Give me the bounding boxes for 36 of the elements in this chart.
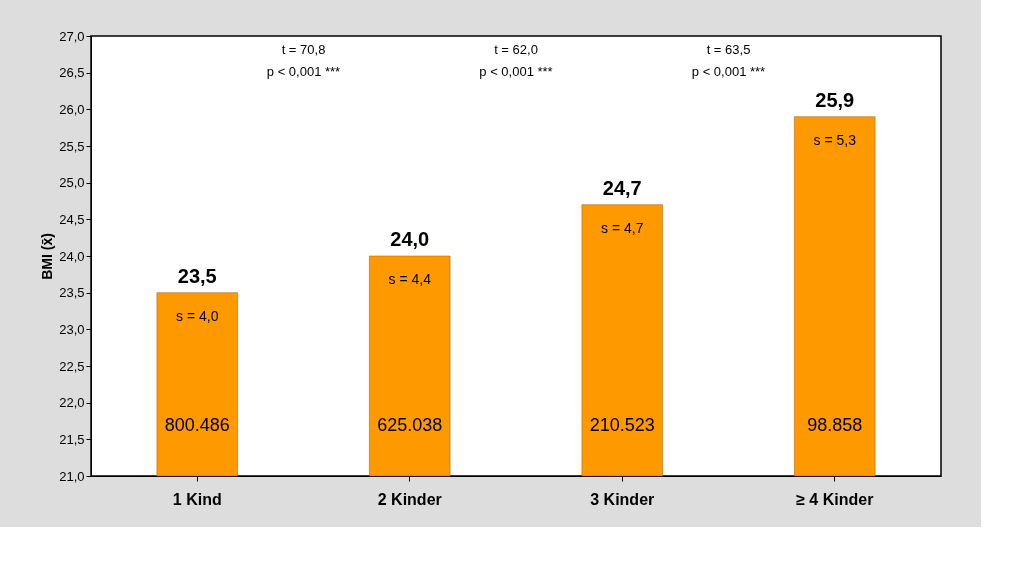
data-label: 25,9 — [815, 88, 855, 111]
annotation: t = 62,0 — [494, 42, 538, 57]
y-tick-label: 21,5 — [59, 431, 85, 447]
y-tick-label: 25,0 — [59, 175, 85, 191]
y-tick-label: 22,0 — [59, 395, 85, 411]
x-tick-label: 3 Kinder — [590, 490, 655, 508]
y-tick-label: 24,0 — [59, 248, 85, 264]
annotation: s = 4,7 — [601, 219, 644, 236]
y-tick-label: 24,5 — [59, 211, 85, 227]
y-tick-label: 21,0 — [59, 468, 85, 484]
annotation: s = 4,4 — [388, 271, 432, 287]
annotation: t = 70,8 — [281, 42, 326, 57]
annotation: s = 4,0 — [176, 307, 219, 324]
y-tick-label: 26,0 — [59, 101, 85, 117]
data-label: 23,5 — [177, 264, 217, 287]
annotation: 98.858 — [807, 415, 863, 435]
y-axis-title: BMI (x̄) — [39, 233, 56, 280]
annotation: p < 0,001 *** — [691, 64, 766, 79]
x-tick-label: ≥ 4 Kinder — [796, 490, 874, 508]
annotation: p < 0,001 *** — [479, 64, 553, 79]
data-label: 24,7 — [602, 176, 642, 199]
annotation: t = 63,5 — [706, 42, 751, 57]
y-tick-label: 23,0 — [59, 321, 85, 337]
annotation: s = 5,3 — [813, 131, 857, 148]
x-tick-label: 1 Kind — [172, 490, 222, 508]
annotation: 800.486 — [164, 415, 230, 435]
annotation: 625.038 — [377, 415, 443, 435]
y-tick-label: 23,5 — [59, 285, 85, 301]
x-tick-label: 2 Kinder — [377, 490, 442, 508]
data-label: 24,0 — [390, 228, 430, 250]
y-tick-label: 25,5 — [59, 138, 85, 154]
y-tick-label: 22,5 — [59, 358, 85, 374]
y-tick-label: 27,0 — [59, 28, 85, 44]
y-tick-label: 26,5 — [59, 65, 85, 81]
annotation: 210.523 — [589, 415, 655, 435]
annotation: p < 0,001 *** — [266, 64, 341, 79]
